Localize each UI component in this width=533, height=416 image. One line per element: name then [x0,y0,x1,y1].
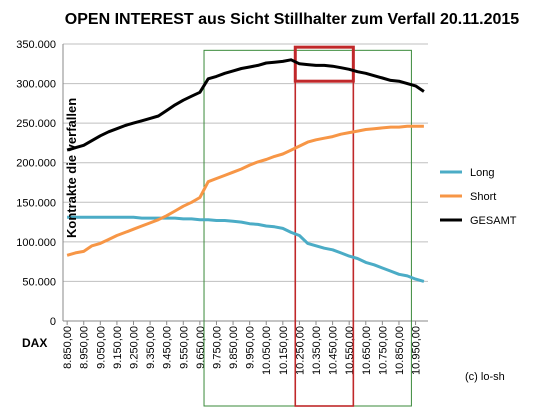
y-tick-label: 350.000 [16,39,56,51]
x-tick-label: 10.950,00 [411,326,423,375]
x-tick-label: 9.450,00 [162,326,174,369]
x-tick-label: 9.950,00 [245,326,257,369]
legend: Long Short GESAMT [440,167,517,227]
x-tick-label: 9.650,00 [195,326,207,369]
series-lines [66,58,425,283]
x-axis-label: DAX [22,336,47,350]
x-tick-label: 10.250,00 [294,326,306,375]
chart-title: OPEN INTEREST aus Sicht Stillhalter zum … [65,11,520,28]
y-tick-label: 200.000 [16,158,56,170]
x-tick-label: 10.350,00 [311,326,323,375]
x-axis-ticks: 8.850,00 8.950,00 9.050,00 9.150,00 9.250,00… [62,321,423,375]
legend-label: Short [470,191,496,203]
x-tick-label: 9.050,00 [95,326,107,369]
highlight-peak-box [293,45,355,83]
x-tick-label: 10.850,00 [394,326,406,375]
x-tick-label: 10.050,00 [261,326,273,375]
x-tick-label: 10.550,00 [344,326,356,375]
legend-label: GESAMT [470,215,517,227]
x-tick-label: 8.850,00 [62,326,74,369]
x-tick-label: 8.950,00 [79,326,91,369]
x-tick-label: 10.450,00 [328,326,340,375]
x-tick-label: 9.350,00 [145,326,157,369]
x-tick-label: 10.750,00 [377,326,389,375]
x-tick-label: 9.750,00 [211,326,223,369]
y-axis-label: Kontrakte die verfallen [64,98,79,238]
x-tick-label: 9.850,00 [228,326,240,369]
x-tick-label: 10.150,00 [278,326,290,375]
x-tick-label: 10.650,00 [361,326,373,375]
series-line-short [66,124,424,257]
legend-label: Long [470,167,494,179]
x-tick-label: 9.250,00 [129,326,141,369]
series-line-gesamt [66,58,425,152]
series-line-long [67,215,425,283]
x-tick-label: 9.150,00 [112,326,124,369]
y-tick-label: 150.000 [16,197,56,209]
x-tick-label: 9.550,00 [178,326,190,369]
credit-text: (c) lo-sh [465,371,505,383]
y-tick-label: 250.000 [16,118,56,130]
y-axis-ticks: 0 50.000 100.000 150.000 200.000 250.000 300.0… [16,39,56,328]
y-tick-label: 0 [50,316,56,328]
y-tick-label: 300.000 [16,79,56,91]
gridlines [62,43,428,322]
highlight-boxes [203,45,412,407]
y-tick-label: 100.000 [16,237,56,249]
y-tick-label: 50.000 [22,276,56,288]
